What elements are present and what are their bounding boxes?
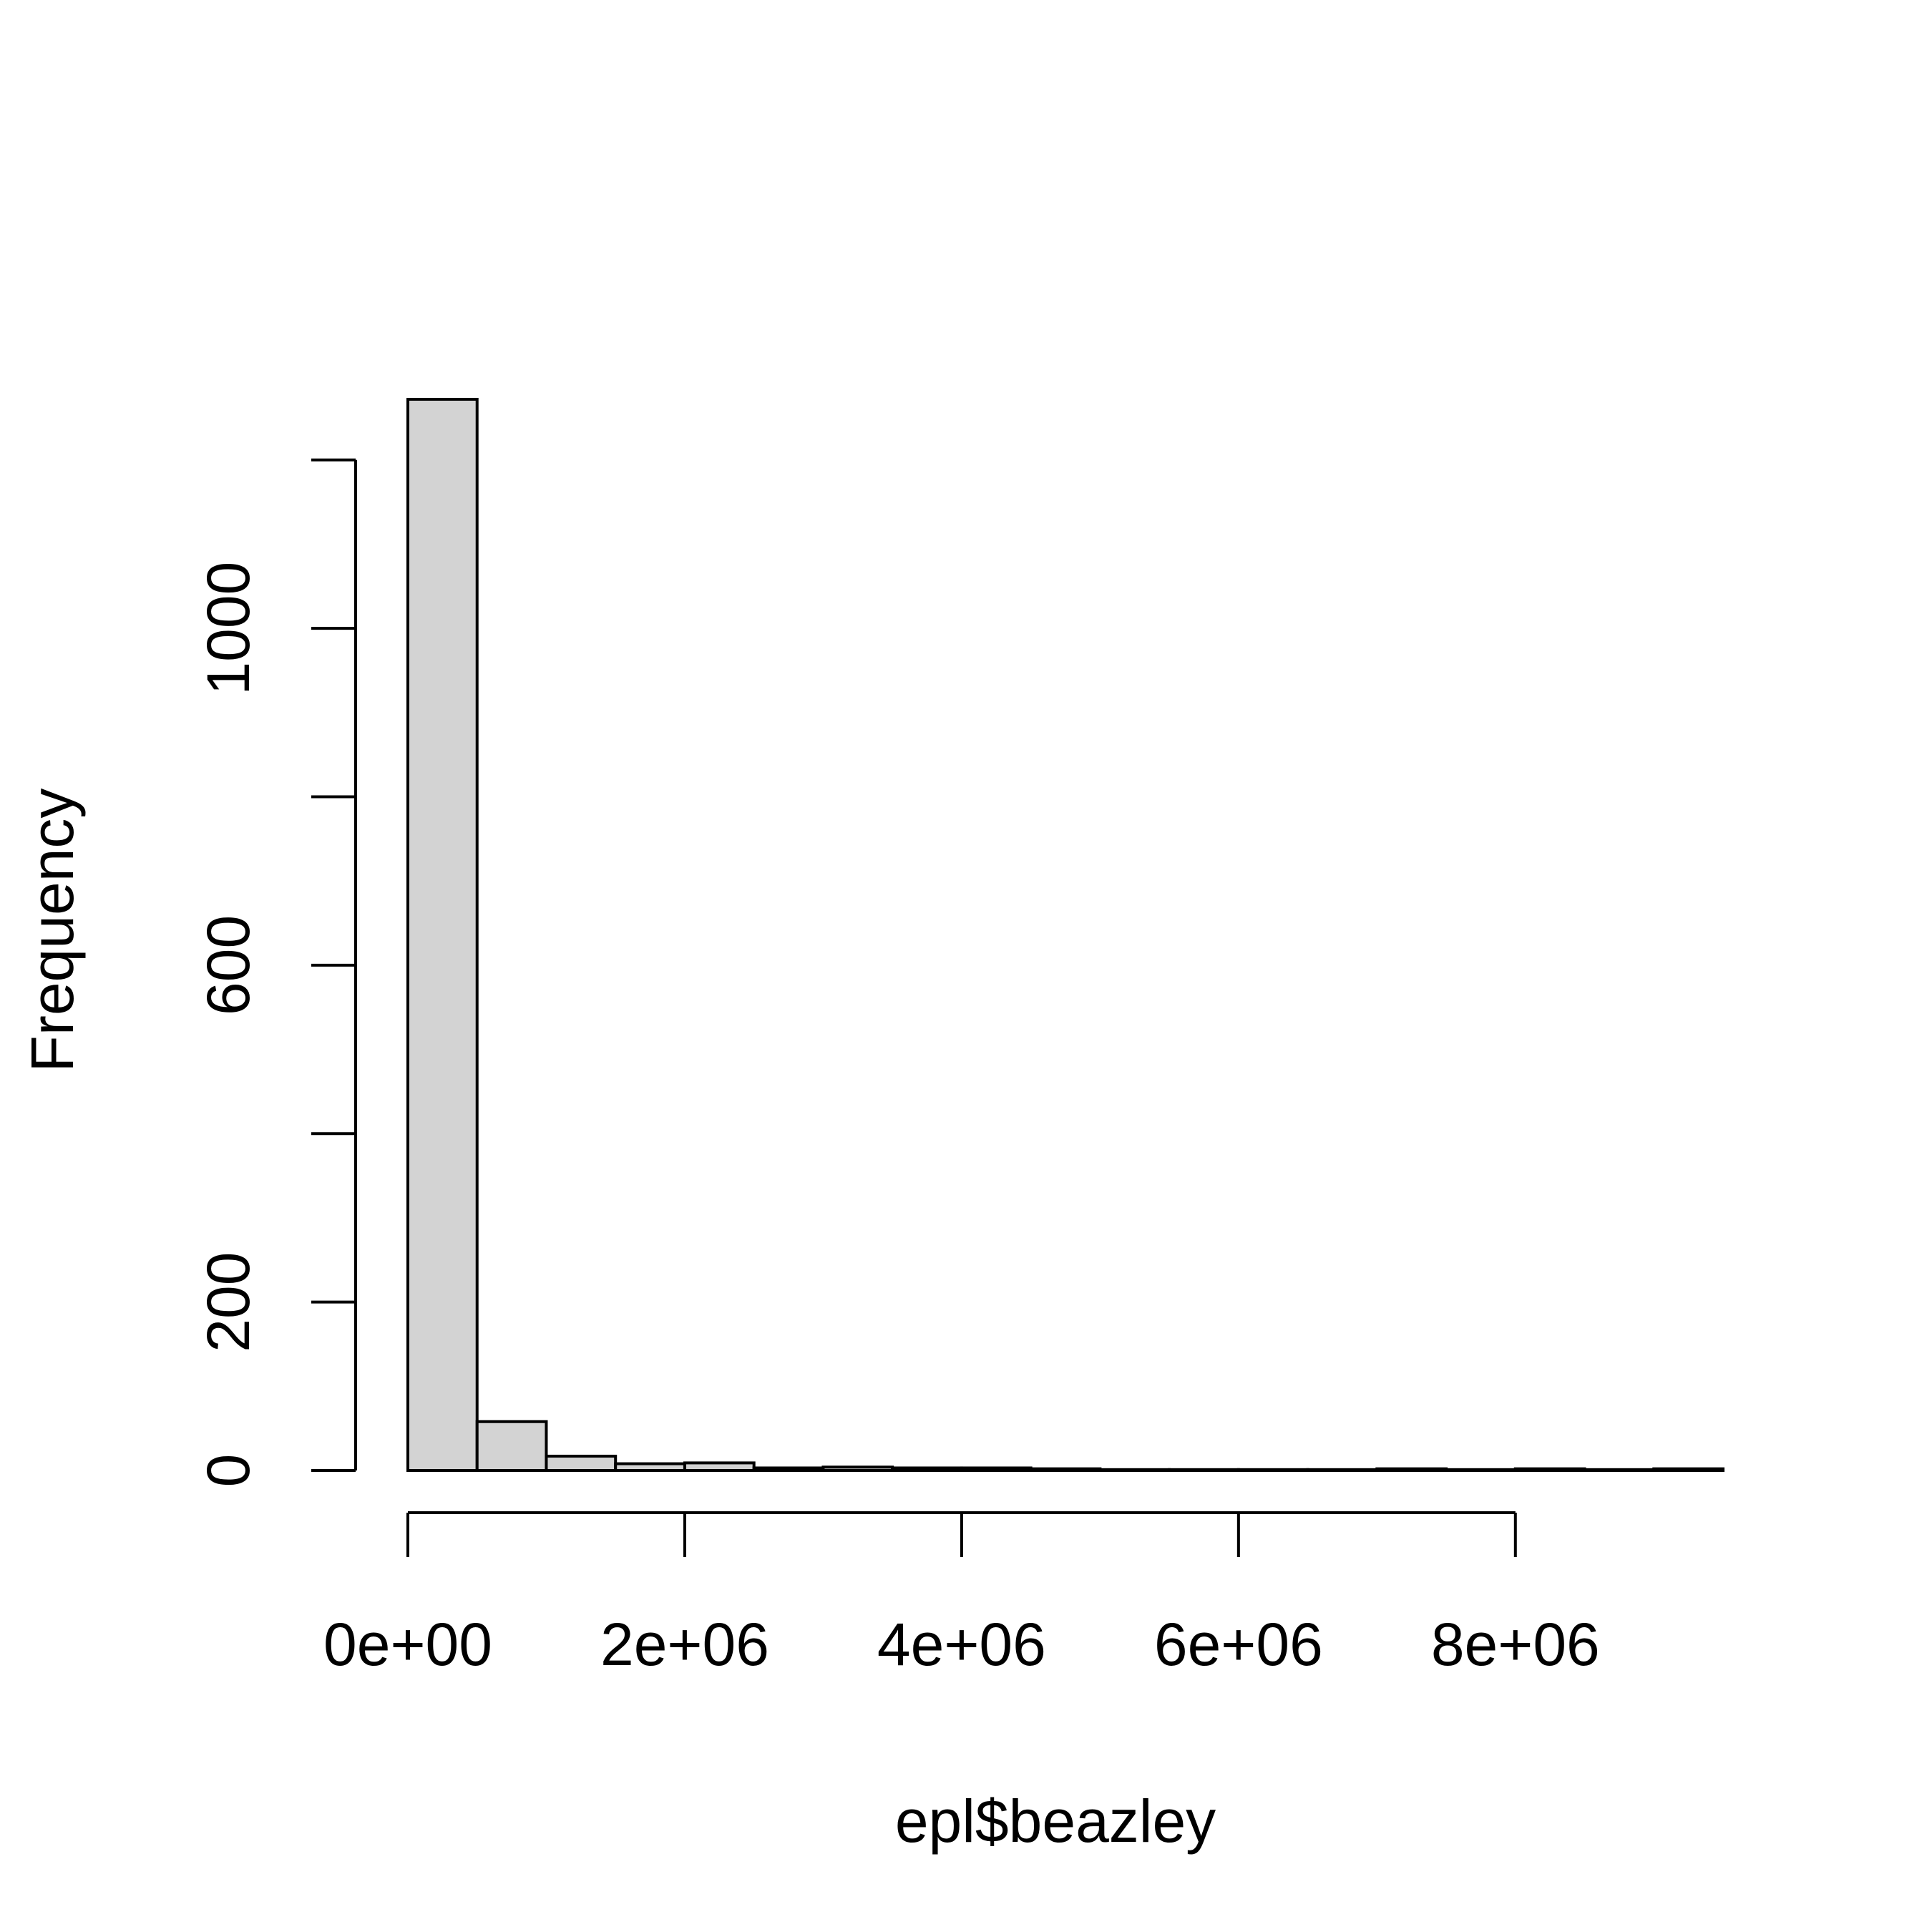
y-axis-tick-label: 0 xyxy=(195,1454,262,1488)
x-axis-label: epl$beazley xyxy=(895,1787,1216,1855)
histogram-bar xyxy=(821,1465,894,1473)
histogram-bar xyxy=(1652,1467,1725,1473)
y-axis-label: Frequency xyxy=(19,789,86,1073)
histogram-bar xyxy=(1375,1467,1448,1473)
histogram-bar xyxy=(545,1454,618,1472)
histogram-bar xyxy=(960,1466,1033,1472)
histogram-bar xyxy=(752,1466,825,1472)
histogram-bar xyxy=(1513,1467,1586,1473)
histogram-bar xyxy=(683,1461,756,1472)
x-axis-tick-label: 8e+06 xyxy=(1431,1611,1600,1678)
histogram-bar xyxy=(891,1466,963,1472)
x-axis-tick-label: 6e+06 xyxy=(1154,1611,1323,1678)
histogram-bar xyxy=(475,1420,548,1473)
histogram-bars xyxy=(406,398,1725,1473)
y-axis-ticks: 0 200 600 1000 xyxy=(195,458,356,1488)
x-axis-tick-label: 4e+06 xyxy=(877,1611,1046,1678)
histogram-bar xyxy=(1029,1467,1102,1473)
y-axis-tick-label: 200 xyxy=(195,1252,262,1352)
histogram-bar xyxy=(406,398,479,1472)
x-axis-ticks: 0e+00 2e+06 4e+06 6e+06 8e+06 xyxy=(323,1513,1600,1678)
x-axis-tick-label: 2e+06 xyxy=(600,1611,769,1678)
y-axis-tick-label: 1000 xyxy=(195,562,262,696)
x-axis-tick-label: 0e+00 xyxy=(323,1611,492,1678)
y-axis-tick-label: 600 xyxy=(195,915,262,1015)
histogram-bar xyxy=(614,1462,686,1473)
